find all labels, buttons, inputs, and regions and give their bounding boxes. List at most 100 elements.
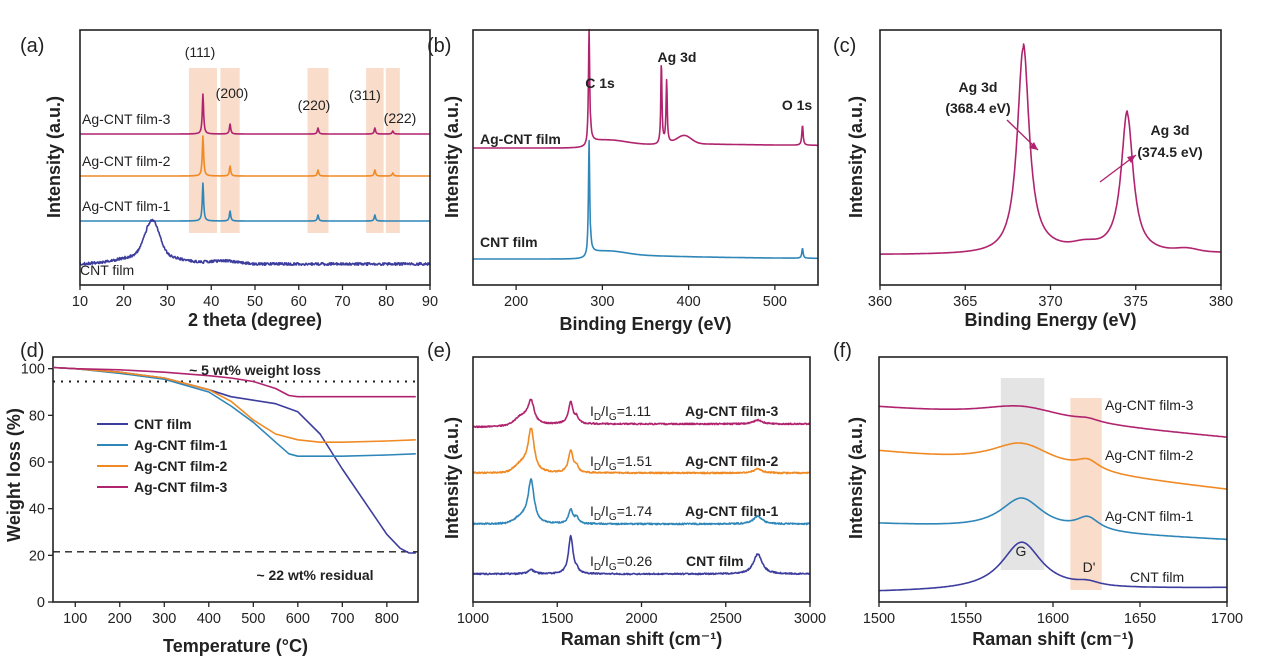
- raman-zoom-curve-2: [879, 497, 1228, 541]
- reflection-band: [307, 68, 329, 233]
- x-tick-label: 2500: [710, 611, 742, 627]
- x-axis-label: Temperature (°C): [163, 636, 308, 656]
- x-tick-label: 20: [116, 294, 132, 310]
- y-tick-label: 80: [29, 408, 45, 424]
- x-axis-label: Binding Energy (eV): [559, 314, 731, 334]
- x-tick-label: 375: [1124, 294, 1148, 310]
- peak1-name: Ag 3d: [959, 79, 998, 95]
- peak-label-c1s: C 1s: [585, 75, 615, 91]
- raman-curve-0: [472, 398, 811, 429]
- y-tick-label: 40: [29, 502, 45, 518]
- peak1-arrowhead: [1029, 142, 1038, 150]
- y-axis-label: Intensity (a.u.): [44, 96, 64, 218]
- x-tick-label: 360: [868, 294, 892, 310]
- series-label-ag-cnt: Ag-CNT film: [480, 131, 561, 147]
- x-tick-label: 40: [203, 294, 219, 310]
- y-tick-label: 20: [29, 548, 45, 564]
- x-tick-label: 30: [159, 294, 175, 310]
- x-tick-label: 365: [953, 294, 977, 310]
- x-axis-label: Raman shift (cm⁻¹): [561, 629, 723, 649]
- tga-curve-2: [52, 366, 416, 443]
- y-axis-label: Intensity (a.u.): [846, 417, 866, 539]
- legend-label-0: CNT film: [134, 416, 192, 432]
- tga-curve-0: [52, 366, 416, 554]
- peak2-value: (374.5 eV): [1137, 144, 1202, 160]
- x-tick-label: 1000: [457, 611, 489, 627]
- raman-curve-3: [472, 534, 811, 576]
- x-tick-label: 2000: [625, 611, 657, 627]
- x-tick-label: 800: [375, 611, 399, 627]
- dprime-band-highlight: [1070, 398, 1102, 590]
- x-tick-label: 500: [241, 611, 265, 627]
- g-band-label: G: [1016, 543, 1027, 559]
- series-label-2: Ag-CNT film-1: [82, 198, 171, 214]
- y-axis-label: Intensity (a.u.): [846, 96, 866, 218]
- panel-label: (d): [20, 340, 44, 362]
- id-ig-ratio-2: ID/IG=1.74: [590, 503, 652, 523]
- x-axis-label: 2 theta (degree): [188, 310, 322, 330]
- y-axis-label: Intensity (a.u.): [442, 417, 462, 539]
- xrd-curve-cnt: [79, 218, 431, 267]
- series-label-3: CNT film: [686, 553, 744, 569]
- reflection-label-1: (200): [216, 85, 249, 101]
- x-tick-label: 200: [504, 294, 528, 310]
- peak-label-o1s: O 1s: [782, 97, 813, 113]
- xrd-curve-1: [79, 135, 431, 177]
- reflection-label-3: (311): [349, 87, 381, 103]
- xps-survey-cnt: [472, 139, 819, 260]
- x-tick-label: 10: [72, 294, 88, 310]
- x-tick-label: 370: [1038, 294, 1062, 310]
- x-tick-label: 400: [197, 611, 221, 627]
- x-tick-label: 1500: [863, 611, 895, 627]
- legend-label-3: Ag-CNT film-3: [134, 479, 228, 495]
- panel-label: (e): [427, 340, 451, 362]
- reflection-band: [220, 68, 240, 233]
- reflection-label-2: (220): [298, 97, 331, 113]
- series-label-1: Ag-CNT film-2: [1105, 447, 1194, 463]
- series-label-2: Ag-CNT film-1: [1105, 508, 1194, 524]
- x-tick-label: 200: [108, 611, 132, 627]
- series-label-2: Ag-CNT film-1: [685, 503, 779, 519]
- note-residual: ~ 22 wt% residual: [256, 567, 373, 583]
- plot-frame-b: [472, 29, 819, 286]
- series-label-1: Ag-CNT film-2: [82, 153, 171, 169]
- panel-label: (c): [833, 35, 856, 57]
- plot-frame-d: [52, 356, 419, 603]
- y-tick-label: 60: [29, 455, 45, 471]
- panel-label: (f): [833, 340, 852, 362]
- tga-curve-1: [52, 366, 416, 457]
- x-tick-label: 300: [152, 611, 176, 627]
- xps-survey-ag-cnt: [472, 28, 819, 149]
- raman-zoom-curve-3: [879, 541, 1227, 592]
- y-tick-label: 0: [37, 595, 45, 611]
- legend-label-2: Ag-CNT film-2: [134, 458, 228, 474]
- x-tick-label: 300: [590, 294, 614, 310]
- peak2-name: Ag 3d: [1151, 122, 1190, 138]
- xrd-curve-0: [79, 93, 431, 135]
- x-tick-label: 600: [286, 611, 310, 627]
- x-axis-label: Binding Energy (eV): [964, 310, 1136, 330]
- x-tick-label: 3000: [794, 611, 826, 627]
- y-axis-label: Intensity (a.u.): [442, 96, 462, 218]
- y-tick-label: 100: [21, 362, 45, 378]
- series-label-cnt: CNT film: [480, 234, 538, 250]
- x-tick-label: 700: [330, 611, 354, 627]
- x-tick-label: 60: [291, 294, 307, 310]
- id-ig-ratio-0: ID/IG=1.11: [590, 403, 651, 423]
- series-label-0: Ag-CNT film-3: [82, 111, 171, 127]
- x-tick-label: 100: [63, 611, 87, 627]
- reflection-label-4: (222): [384, 110, 417, 126]
- series-label-3: CNT film: [1130, 569, 1184, 585]
- reflection-band: [385, 68, 400, 233]
- x-tick-label: 1600: [1037, 611, 1069, 627]
- xrd-curve-2: [79, 182, 431, 222]
- x-tick-label: 400: [677, 294, 701, 310]
- raman-curve-1: [472, 427, 811, 475]
- legend-label-1: Ag-CNT film-1: [134, 437, 228, 453]
- series-label-0: Ag-CNT film-3: [685, 403, 779, 419]
- g-band-highlight: [1000, 378, 1045, 570]
- plot-frame-f: [878, 356, 1228, 603]
- raman-zoom-curve-0: [878, 405, 1228, 438]
- raman-zoom-curve-1: [878, 442, 1228, 490]
